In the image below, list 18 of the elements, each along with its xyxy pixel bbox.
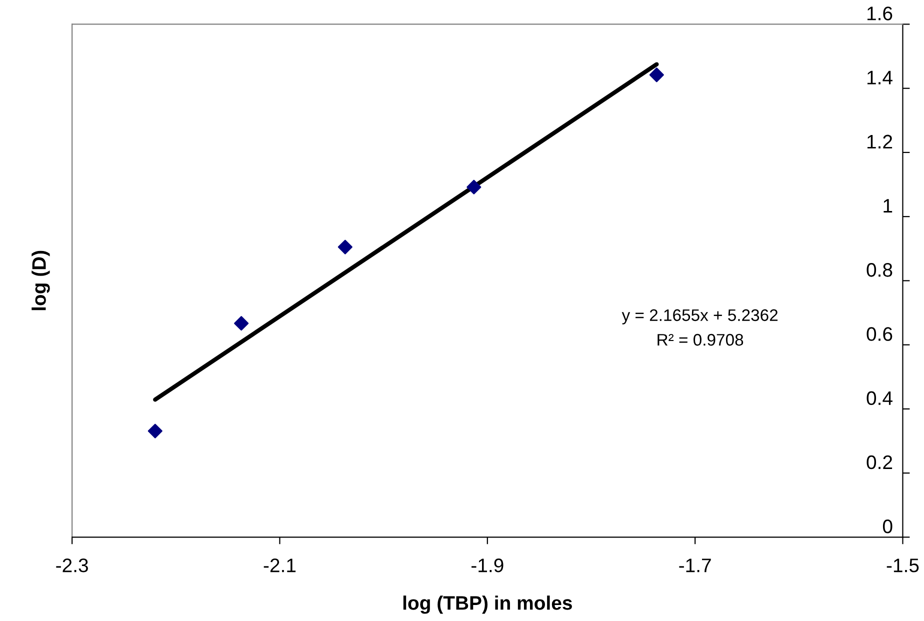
x-tick-label: -1.5	[886, 558, 919, 572]
x-tick-label: -2.1	[264, 558, 296, 572]
y-tick-label: 0.8	[866, 263, 892, 277]
x-tick-label: -2.3	[56, 558, 88, 572]
x-tick-label: -1.9	[472, 558, 504, 572]
y-tick-label: 1	[884, 199, 892, 213]
x-axis-title: log (TBP) in moles	[403, 596, 572, 614]
x-tick-label: -1.7	[679, 558, 711, 572]
y-tick-label: 0.2	[866, 455, 892, 470]
y-tick-label: 1.4	[867, 70, 892, 84]
annotation: y = 2.1655x + 5.2362	[622, 309, 778, 324]
annotation: R² = 0.9708	[658, 334, 744, 346]
y-axis-title: log (D)	[32, 250, 50, 310]
y-tick-label: 1.6	[867, 6, 892, 20]
y-tick-label: 0.6	[866, 327, 892, 341]
y-tick-label: 0	[882, 520, 892, 534]
y-tick-label: 1.2	[867, 134, 892, 148]
y-tick-label: 0.4	[866, 391, 892, 406]
